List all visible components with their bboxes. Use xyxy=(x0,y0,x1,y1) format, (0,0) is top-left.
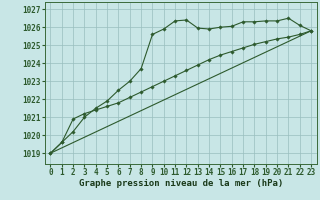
X-axis label: Graphe pression niveau de la mer (hPa): Graphe pression niveau de la mer (hPa) xyxy=(79,179,283,188)
